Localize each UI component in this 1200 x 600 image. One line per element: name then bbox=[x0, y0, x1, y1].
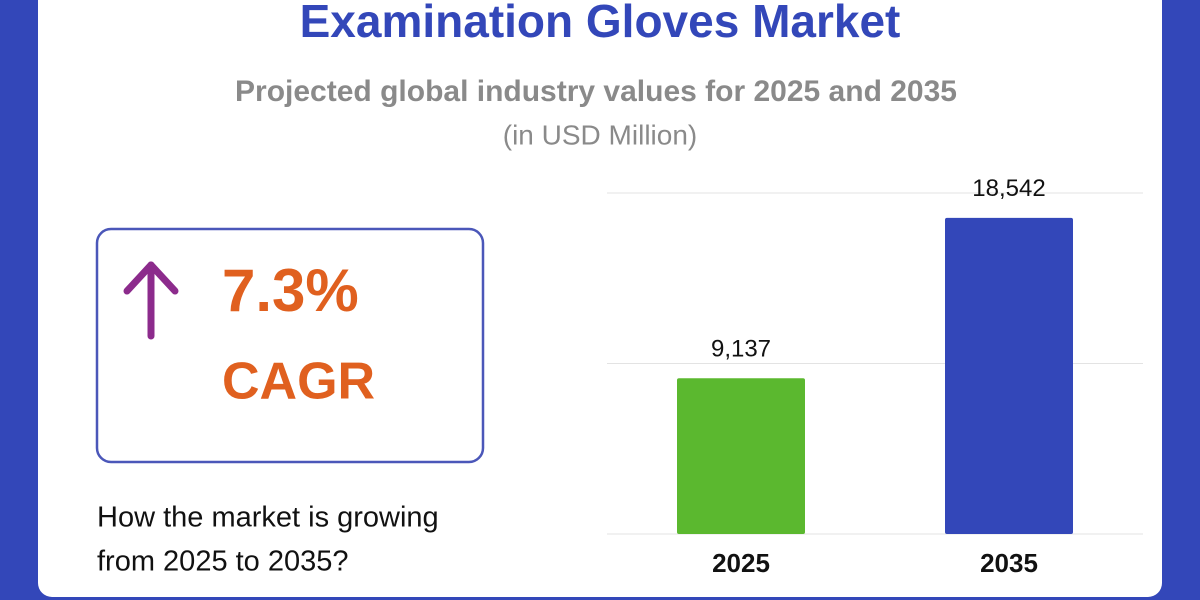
panel bbox=[38, 0, 1162, 597]
bar bbox=[945, 217, 1073, 535]
cagr-caption: CAGR bbox=[222, 353, 375, 411]
bar-chart: 2025 9,137 2035 18,542 bbox=[607, 175, 1143, 578]
bar bbox=[677, 378, 805, 534]
x-tick-label: 2025 bbox=[712, 548, 770, 578]
question-line: from 2025 to 2035? bbox=[97, 546, 349, 578]
value-label: 9,137 bbox=[711, 336, 771, 363]
up-arrow bbox=[123, 261, 179, 340]
x-tick-label: 2035 bbox=[980, 548, 1038, 578]
subtitle: Projected global industry values for 202… bbox=[235, 75, 957, 108]
unit-note: (in USD Million) bbox=[503, 119, 697, 150]
title: Examination Gloves Market bbox=[300, 0, 901, 47]
cagr-box bbox=[95, 227, 485, 464]
question-line: How the market is growing bbox=[97, 502, 439, 534]
cagr-figure: 7.3% bbox=[222, 257, 359, 324]
value-label: 18,542 bbox=[972, 175, 1045, 202]
